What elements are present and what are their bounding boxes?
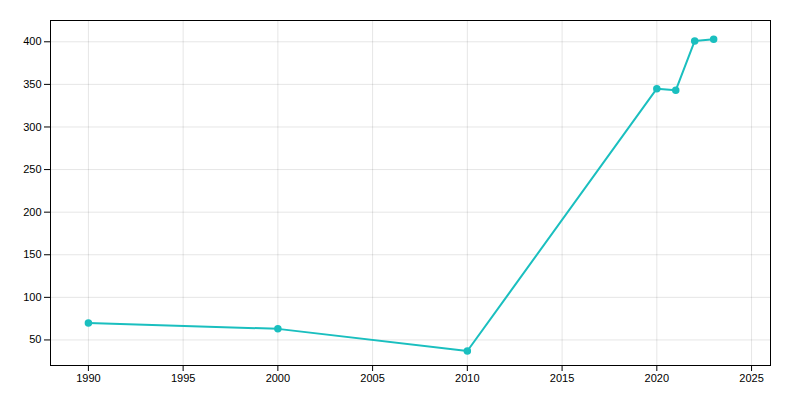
svg-text:350: 350: [23, 78, 41, 90]
svg-text:300: 300: [23, 121, 41, 133]
svg-text:2020: 2020: [645, 372, 669, 384]
svg-text:250: 250: [23, 163, 41, 175]
svg-text:150: 150: [23, 248, 41, 260]
svg-text:2000: 2000: [266, 372, 290, 384]
svg-text:2015: 2015: [550, 372, 574, 384]
svg-text:2005: 2005: [360, 372, 384, 384]
svg-text:50: 50: [29, 333, 41, 345]
svg-text:1990: 1990: [76, 372, 100, 384]
svg-text:2025: 2025: [739, 372, 763, 384]
svg-text:1995: 1995: [171, 372, 195, 384]
svg-text:400: 400: [23, 35, 41, 47]
svg-text:200: 200: [23, 206, 41, 218]
svg-text:100: 100: [23, 291, 41, 303]
svg-text:2010: 2010: [455, 372, 479, 384]
